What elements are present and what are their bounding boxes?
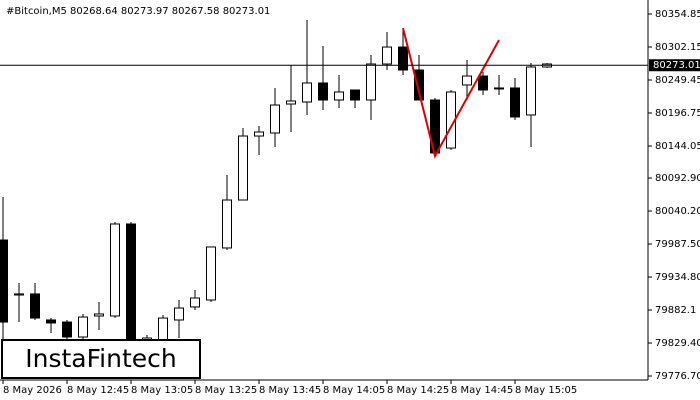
pattern-lines — [402, 27, 500, 159]
x-tick-label: 8 May 13:45 — [259, 385, 321, 396]
bearish-body — [318, 82, 328, 101]
bullish-body — [174, 307, 184, 321]
bearish-body — [478, 75, 488, 91]
bearish-body — [46, 319, 56, 324]
current-price-label: 80273.01 — [653, 60, 700, 71]
x-tick-label: 8 May 15:05 — [515, 385, 577, 396]
y-tick-label: 79829.40 — [655, 338, 700, 349]
y-tick-label: 79882.1 — [655, 305, 696, 316]
bullish-body — [494, 87, 504, 90]
bullish-body — [206, 246, 216, 301]
bullish-body — [190, 297, 200, 308]
y-tick-label: 80040.20 — [655, 206, 700, 217]
bearish-body — [414, 69, 424, 101]
x-tick-label: 8 May 2026 — [3, 385, 62, 396]
x-tick-label: 8 May 14:45 — [451, 385, 513, 396]
y-tick-label: 80249.45 — [655, 75, 700, 86]
x-tick-label: 8 May 13:25 — [195, 385, 257, 396]
bullish-body — [222, 199, 232, 249]
bullish-body — [14, 293, 24, 296]
bearish-body — [30, 293, 40, 319]
bullish-body — [302, 82, 312, 103]
y-tick-label: 79934.80 — [655, 272, 700, 283]
bullish-body — [94, 313, 104, 317]
bullish-body — [334, 91, 344, 101]
x-tick-label: 8 May 14:25 — [387, 385, 449, 396]
bullish-body — [110, 223, 120, 317]
y-tick-label: 80144.05 — [655, 141, 700, 152]
current-price-box — [649, 59, 700, 72]
y-tick-label: 80302.15 — [655, 42, 700, 53]
chart-title: #Bitcoin,M5 80268.64 80273.97 80267.58 8… — [6, 6, 270, 17]
y-tick-label: 80196.75 — [655, 108, 700, 119]
bearish-body — [398, 46, 408, 71]
y-tick-label: 80354.85 — [655, 9, 700, 20]
bullish-body — [286, 100, 296, 105]
bearish-body — [0, 239, 8, 323]
bullish-body — [366, 63, 376, 101]
bullish-body — [382, 46, 392, 65]
bullish-body — [270, 104, 280, 134]
bullish-body — [238, 135, 248, 201]
bullish-body — [254, 131, 264, 137]
y-tick-label: 79987.50 — [655, 239, 700, 250]
y-tick-label: 80092.90 — [655, 173, 700, 184]
plot — [0, 19, 552, 379]
bearish-body — [62, 321, 72, 338]
watermark-box — [1, 339, 201, 379]
bullish-body — [462, 75, 472, 86]
x-tick-label: 8 May 12:45 — [67, 385, 129, 396]
x-tick-label: 8 May 14:05 — [323, 385, 385, 396]
bearish-body — [510, 87, 520, 118]
bullish-body — [78, 316, 88, 338]
x-tick-label: 8 May 13:05 — [131, 385, 193, 396]
watermark: InstaFintech — [25, 344, 177, 373]
bearish-body — [350, 89, 360, 101]
y-tick-label: 79776.70 — [655, 371, 700, 382]
bullish-body — [526, 66, 536, 116]
